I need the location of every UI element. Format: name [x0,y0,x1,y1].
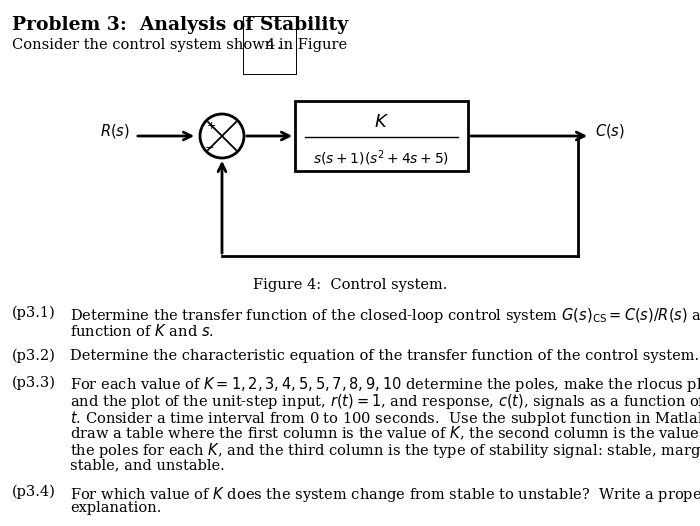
Text: Problem 3:  Analysis of Stability: Problem 3: Analysis of Stability [12,16,349,34]
Text: $R(s)$: $R(s)$ [100,122,130,140]
Text: (p3.2): (p3.2) [12,349,56,363]
Text: For each value of $K = 1, 2, 3, 4, 5, 5, 7, 8, 9, 10$ determine the poles, make : For each value of $K = 1, 2, 3, 4, 5, 5,… [70,376,700,394]
Text: (p3.1): (p3.1) [12,306,56,320]
Text: explanation.: explanation. [70,501,162,515]
Text: 4: 4 [265,38,274,52]
Text: the poles for each $K$, and the third column is the type of stability signal: st: the poles for each $K$, and the third co… [70,441,700,460]
Text: $K$: $K$ [374,113,389,131]
Text: $-$: $-$ [204,141,214,151]
Text: .: . [277,38,281,52]
FancyBboxPatch shape [295,101,468,171]
Text: $t$. Consider a time interval from 0 to 100 seconds.  Use the subplot function i: $t$. Consider a time interval from 0 to … [70,409,700,428]
Circle shape [200,114,244,158]
Text: (p3.3): (p3.3) [12,376,56,390]
Text: draw a table where the first column is the value of $K$, the second column is th: draw a table where the first column is t… [70,425,700,442]
Text: and the plot of the unit-step input, $r(t){=}1$, and response, $c(t)$, signals a: and the plot of the unit-step input, $r(… [70,392,700,411]
Text: Determine the transfer function of the closed-loop control system $G(s)_{\rm CS}: Determine the transfer function of the c… [70,306,700,325]
Text: +: + [206,121,216,131]
Text: For which value of $K$ does the system change from stable to unstable?  Write a : For which value of $K$ does the system c… [70,484,700,503]
Text: $C(s)$: $C(s)$ [595,122,625,140]
Text: Determine the characteristic equation of the transfer function of the control sy: Determine the characteristic equation of… [70,349,699,363]
Text: stable, and unstable.: stable, and unstable. [70,458,225,472]
Text: (p3.4): (p3.4) [12,484,56,499]
Text: $s(s+1)(s^2+4s+5)$: $s(s+1)(s^2+4s+5)$ [314,148,449,168]
Text: Figure 4:  Control system.: Figure 4: Control system. [253,278,447,292]
Text: function of $K$ and $s$.: function of $K$ and $s$. [70,322,214,339]
Text: Consider the control system shown in Figure: Consider the control system shown in Fig… [12,38,351,52]
